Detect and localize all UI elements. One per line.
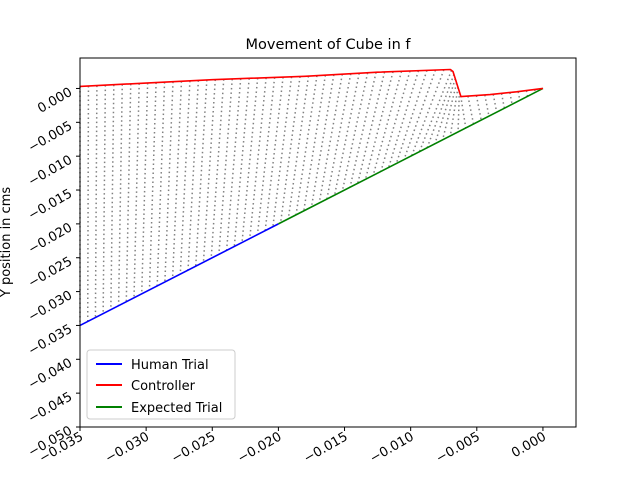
x-tick-label: 0.000: [509, 429, 549, 461]
legend-label-human-trial: Human Trial: [131, 358, 209, 373]
series-layer: [79, 68, 544, 327]
connector-line: [349, 72, 377, 188]
x-tick-label: −0.020: [235, 429, 284, 466]
connector-line: [102, 85, 107, 314]
y-tick-label: −0.005: [26, 119, 75, 156]
connector-line: [457, 91, 461, 132]
series-line-controller: [79, 68, 544, 98]
connector-line: [295, 75, 318, 215]
connector-line: [248, 77, 267, 239]
connector-line: [148, 82, 157, 290]
y-tick-label: −0.025: [26, 254, 75, 291]
x-tick-label: −0.015: [301, 429, 350, 466]
chart-title: Movement of Cube in f: [246, 37, 412, 53]
y-tick-label: −0.020: [26, 220, 75, 257]
axes-frame: [79, 57, 577, 428]
connector-line: [372, 71, 403, 176]
connector-line: [326, 73, 352, 200]
legend-label-controller: Controller: [131, 379, 196, 394]
y-tick-label: −0.015: [26, 186, 75, 223]
x-tick-label: −0.005: [434, 429, 483, 466]
connector-line: [449, 87, 459, 136]
legend-box: [86, 349, 236, 420]
connector-line: [210, 79, 225, 259]
connector-line: [418, 70, 453, 152]
legend-label-expected-trial: Expected Trial: [131, 401, 222, 416]
y-axis: 0.000−0.005−0.010−0.015−0.020−0.025−0.03…: [26, 85, 80, 461]
y-tick-label: −0.035: [26, 322, 75, 359]
y-tick-label: −0.010: [26, 153, 75, 190]
connector-line: [509, 92, 513, 105]
x-axis: −0.035 −0.030 −0.025 −0.020 −0.015 −0.010 −0.0…: [37, 427, 549, 467]
connector-line: [117, 84, 124, 306]
connector-line: [475, 95, 482, 121]
connector-line: [467, 95, 475, 125]
connector-line: [86, 85, 90, 322]
connector-line: [110, 84, 115, 310]
connector-line: [357, 71, 386, 184]
y-tick-label: −0.045: [26, 390, 75, 427]
connector-line: [125, 83, 132, 302]
y-axis-label: Y position in cms: [0, 187, 14, 298]
legend: Human Trial Controller Expected Trial: [86, 349, 236, 420]
connector-line: [241, 77, 259, 243]
connector-line: [492, 94, 498, 113]
connector-line: [264, 76, 284, 231]
x-tick-label: −0.010: [368, 429, 417, 466]
series-line-expected-trial: [278, 87, 544, 225]
connector-line: [287, 75, 310, 219]
x-tick-label: −0.030: [103, 429, 152, 466]
connector-line: [459, 95, 467, 129]
connector-line: [525, 90, 529, 97]
connector-line: [387, 70, 420, 168]
y-tick-label: 0.000: [35, 85, 75, 117]
x-tick-label: −0.025: [169, 429, 218, 466]
connector-line: [94, 85, 98, 318]
connector-line: [179, 80, 191, 275]
connector-line: [164, 81, 174, 283]
y-tick-label: −0.030: [26, 288, 75, 325]
connector-line: [318, 74, 344, 204]
connector-lines: [79, 69, 536, 326]
connector-line: [140, 82, 149, 294]
connector-line: [364, 71, 394, 180]
connector-line: [218, 78, 233, 255]
connector-line: [156, 82, 166, 286]
series-line-human-trial: [79, 223, 279, 327]
connector-line: [441, 82, 458, 140]
connector-line: [484, 94, 490, 117]
connector-line: [272, 76, 293, 227]
connector-line: [171, 81, 183, 279]
connector-line: [187, 80, 200, 271]
connector-line: [133, 83, 140, 298]
connector-line: [411, 69, 445, 156]
connector-line: [500, 93, 506, 109]
connector-line: [279, 76, 301, 223]
connector-line: [517, 91, 521, 101]
connector-line: [341, 72, 369, 192]
connector-line: [395, 70, 428, 164]
connector-line: [225, 78, 242, 251]
connector-line: [333, 73, 360, 196]
connector-line: [233, 78, 250, 247]
connector-line: [256, 77, 276, 235]
connector-line: [303, 75, 327, 212]
y-tick-label: −0.040: [26, 356, 75, 393]
